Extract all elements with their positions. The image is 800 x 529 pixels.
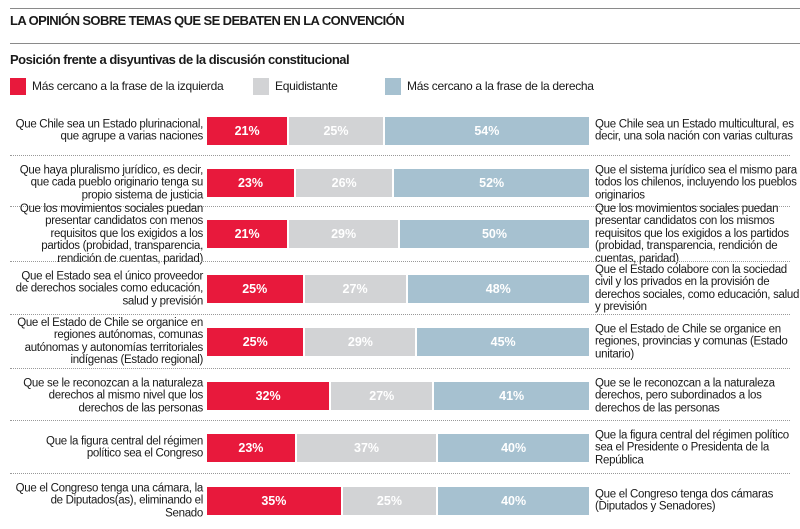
- legend-swatch-left: [10, 77, 26, 95]
- bar-segment-right: 48%: [405, 274, 589, 303]
- left-statement: Que Chile sea un Estado plurinacional, q…: [15, 118, 204, 143]
- right-statement: Que el Estado colabore con la sociedad c…: [595, 263, 800, 314]
- left-statement: Que haya pluralismo jurídico, es decir, …: [19, 163, 204, 201]
- bar-segment-right: 41%: [432, 381, 589, 410]
- chart-row: Que Chile sea un Estado plurinacional, q…: [10, 104, 800, 157]
- row-divider: [10, 368, 790, 369]
- row-divider: [10, 261, 790, 262]
- bar-segment-neutral: 27%: [329, 381, 433, 410]
- bar-segment-neutral: 29%: [303, 327, 416, 356]
- row-divider: [10, 473, 790, 474]
- bar-segment-left: 25%: [207, 327, 304, 356]
- left-statement: Que el Estado sea el único proveedor de …: [15, 269, 204, 307]
- bar-segment-right: 50%: [397, 219, 589, 248]
- bar-segment-left: 23%: [207, 168, 294, 197]
- top-rule: [10, 8, 800, 9]
- left-statement: Que la figura central del régimen políti…: [46, 435, 203, 460]
- legend-neutral: Equidistante: [253, 76, 338, 96]
- chart-row: Que el Congreso tenga una cámara, la de …: [10, 474, 800, 527]
- bar-segment-left: 32%: [207, 381, 330, 410]
- chart-row: Que los movimientos sociales puedan pres…: [10, 202, 800, 264]
- chart-row: Que la figura central del régimen políti…: [10, 421, 800, 474]
- bar-segment-left: 21%: [207, 219, 288, 248]
- left-statement: Que los movimientos sociales puedan pres…: [19, 202, 203, 265]
- left-statement: Que el Congreso tenga una cámara, la de …: [15, 481, 204, 519]
- chart-row: Que el Estado sea el único proveedor de …: [10, 262, 800, 315]
- stacked-bar: 21% 29% 50%: [207, 219, 589, 248]
- stacked-bar: 21% 25% 54%: [207, 116, 589, 145]
- left-statement: Que se le reconozcan a la naturaleza der…: [23, 376, 203, 414]
- chart-title: Posición frente a disyuntivas de la disc…: [10, 52, 350, 67]
- bar-segment-right: 40%: [436, 433, 589, 462]
- legend-swatch-neutral: [253, 77, 269, 95]
- right-statement: Que Chile sea un Estado multicultural, e…: [595, 118, 794, 143]
- bar-segment-left: 35%: [207, 486, 341, 515]
- bar-segment-neutral: 29%: [287, 219, 398, 248]
- bar-segment-neutral: 26%: [293, 168, 393, 197]
- bar-segment-left: 23%: [207, 433, 295, 462]
- legend-left: Más cercano a la frase de la izquierda: [10, 76, 224, 96]
- right-statement: Que la figura central del régimen políti…: [595, 428, 789, 466]
- chart-row: Que haya pluralismo jurídico, es decir, …: [10, 156, 800, 209]
- left-statement: Que el Estado de Chile se organice en re…: [17, 316, 203, 367]
- page-title: LA OPINIÓN SOBRE TEMAS QUE SE DEBATEN EN…: [10, 13, 405, 28]
- bar-segment-right: 45%: [415, 327, 589, 356]
- bar-segment-neutral: 25%: [287, 116, 383, 145]
- bar-segment-left: 21%: [207, 116, 288, 145]
- stacked-bar: 23% 37% 40%: [207, 433, 589, 462]
- right-statement: Que el Congreso tenga dos cámaras (Diput…: [595, 488, 774, 513]
- bar-segment-right: 40%: [436, 486, 589, 515]
- legend-label: Más cercano a la frase de la derecha: [407, 79, 594, 93]
- right-statement: Que se le reconozcan a la naturaleza der…: [595, 376, 775, 414]
- chart-row: Que se le reconozcan a la naturaleza der…: [10, 369, 800, 422]
- right-statement: Que los movimientos sociales puedan pres…: [595, 202, 789, 265]
- title-rule: [10, 43, 800, 44]
- stacked-bar: 35% 25% 40%: [207, 486, 589, 515]
- bar-segment-neutral: 25%: [340, 486, 437, 515]
- row-divider: [10, 206, 790, 207]
- row-divider: [10, 155, 790, 156]
- legend-right: Más cercano a la frase de la derecha: [385, 76, 594, 96]
- bar-segment-right: 52%: [392, 168, 589, 197]
- legend-swatch-right: [385, 77, 401, 95]
- stacked-bar: 25% 29% 45%: [207, 327, 589, 356]
- bar-segment-neutral: 37%: [294, 433, 437, 462]
- bar-segment-right: 54%: [382, 116, 589, 145]
- chart-row: Que el Estado de Chile se organice en re…: [10, 315, 800, 368]
- bar-segment-neutral: 27%: [302, 274, 406, 303]
- row-divider: [10, 314, 790, 315]
- legend-label: Más cercano a la frase de la izquierda: [32, 79, 224, 93]
- stacked-bar: 25% 27% 48%: [207, 274, 589, 303]
- bar-segment-left: 25%: [207, 274, 303, 303]
- stacked-bar: 32% 27% 41%: [207, 381, 589, 410]
- right-statement: Que el sistema jurídico sea el mismo par…: [595, 163, 797, 201]
- legend-label: Equidistante: [275, 79, 338, 93]
- right-statement: Que el Estado de Chile se organice en re…: [595, 322, 788, 360]
- stacked-bar: 23% 26% 52%: [207, 168, 589, 197]
- row-divider: [10, 420, 790, 421]
